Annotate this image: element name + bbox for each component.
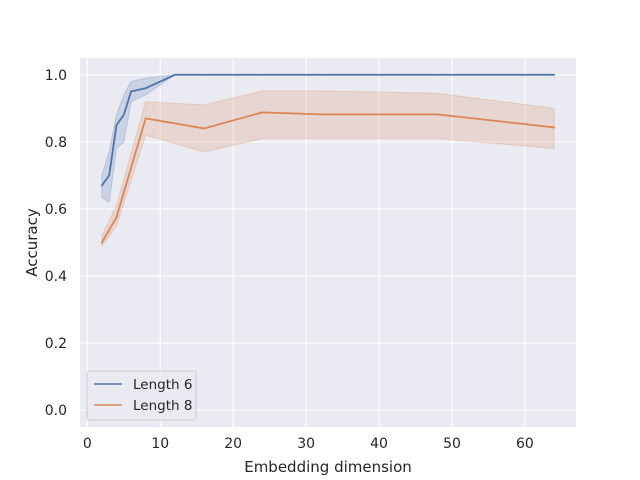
data-point-length-6 <box>173 73 176 76</box>
ci-band-length-8 <box>101 90 555 248</box>
data-point-length-6 <box>108 174 111 177</box>
data-point-length-6 <box>261 73 264 76</box>
data-point-length-8 <box>319 113 322 116</box>
series-lines <box>100 73 556 244</box>
series-line-length-6 <box>100 73 556 187</box>
legend-label-length-6: Length 6 <box>133 377 192 393</box>
y-tick-label: 0.4 <box>45 269 67 285</box>
x-tick-label: 50 <box>443 436 461 452</box>
data-point-length-6 <box>436 73 439 76</box>
y-tick-label: 0.6 <box>45 202 67 218</box>
data-point-length-8 <box>115 216 118 219</box>
data-point-length-8 <box>144 117 147 120</box>
x-tick-labels: 0 10 20 30 40 50 60 <box>83 436 534 452</box>
data-point-length-8 <box>203 127 205 130</box>
data-point-length-6 <box>115 124 118 126</box>
data-point-length-6 <box>130 90 132 93</box>
data-point-length-8 <box>436 113 439 116</box>
y-tick-label: 1.0 <box>45 68 67 84</box>
plot-area <box>80 58 576 427</box>
data-point-length-6 <box>553 73 556 76</box>
data-point-length-6 <box>122 114 125 116</box>
x-tick-label: 10 <box>151 436 169 452</box>
series-line-length-8 <box>100 111 556 244</box>
x-tick-label: 20 <box>224 436 242 452</box>
data-point-length-8 <box>553 126 556 129</box>
y-tick-labels: 0.0 0.2 0.4 0.6 0.8 1.0 <box>45 68 67 419</box>
data-point-length-8 <box>100 241 103 244</box>
legend: Length 6 Length 8 <box>86 370 197 421</box>
x-tick-label: 30 <box>297 436 315 452</box>
y-tick-label: 0.2 <box>45 336 67 352</box>
data-point-length-6 <box>100 184 103 187</box>
legend-label-length-8: Length 8 <box>133 398 192 414</box>
data-point-length-6 <box>203 73 205 76</box>
x-tick-label: 0 <box>83 436 92 452</box>
y-axis-label: Accuracy <box>23 208 41 277</box>
data-point-length-8 <box>261 111 264 114</box>
x-tick-label: 60 <box>516 436 534 452</box>
data-point-length-6 <box>144 87 147 90</box>
x-tick-label: 40 <box>370 436 388 452</box>
x-axis-label: Embedding dimension <box>244 458 412 476</box>
data-point-length-6 <box>319 73 322 76</box>
y-tick-label: 0.0 <box>45 403 67 419</box>
y-tick-label: 0.8 <box>45 135 67 151</box>
